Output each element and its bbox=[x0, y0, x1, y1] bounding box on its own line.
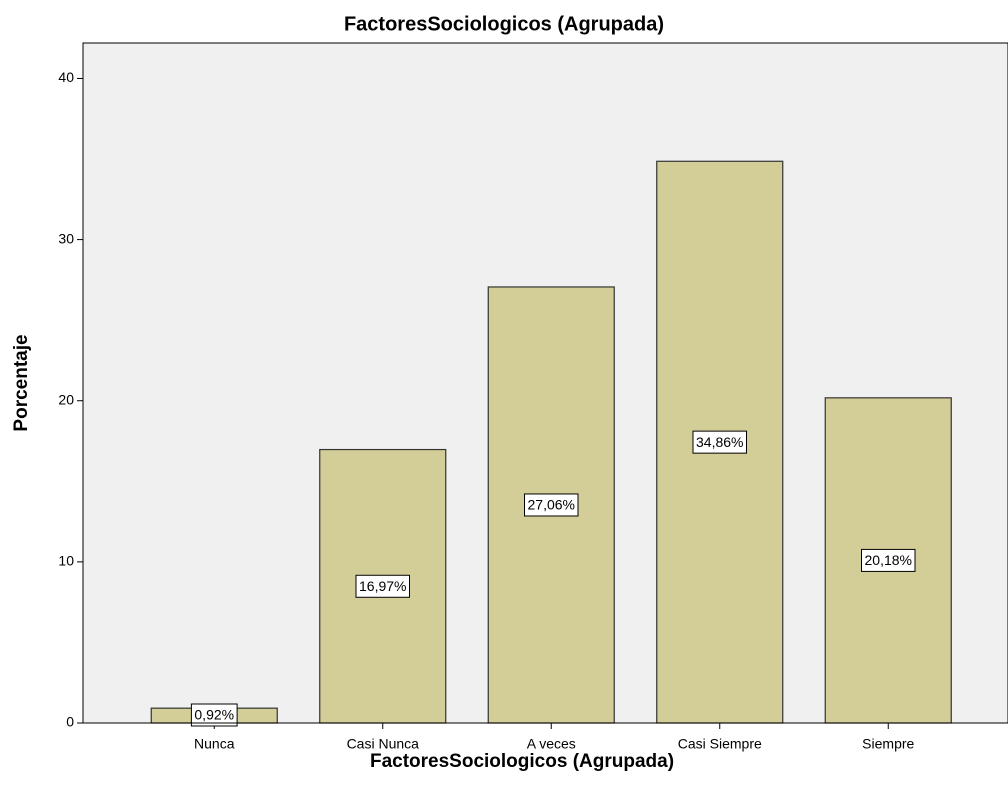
y-tick-label: 30 bbox=[58, 230, 74, 246]
value-label: 27,06% bbox=[528, 497, 575, 513]
y-axis-title: Porcentaje bbox=[11, 334, 32, 431]
x-tick-label: Siempre bbox=[862, 736, 914, 752]
y-tick-label: 10 bbox=[58, 553, 74, 569]
value-label: 20,18% bbox=[865, 552, 912, 568]
value-label: 16,97% bbox=[359, 578, 406, 594]
y-tick-label: 0 bbox=[66, 714, 74, 730]
x-tick-label: Casi Siempre bbox=[678, 736, 762, 752]
x-axis-title: FactoresSociologicos (Agrupada) bbox=[370, 751, 674, 772]
value-label-box bbox=[355, 574, 410, 598]
x-tick-label: Casi Nunca bbox=[347, 736, 420, 752]
x-tick-label: Nunca bbox=[194, 736, 235, 752]
y-tick-label: 20 bbox=[58, 391, 74, 407]
value-label-box bbox=[692, 430, 747, 454]
x-tick-label: A veces bbox=[527, 736, 576, 752]
value-label-box bbox=[861, 548, 916, 572]
value-label-box bbox=[524, 493, 579, 517]
value-label: 0,92% bbox=[194, 707, 234, 723]
chart-title: FactoresSociologicos (Agrupada) bbox=[344, 13, 664, 35]
y-tick-label: 40 bbox=[58, 69, 74, 85]
value-label-box bbox=[190, 703, 238, 727]
value-label: 34,86% bbox=[696, 434, 743, 450]
